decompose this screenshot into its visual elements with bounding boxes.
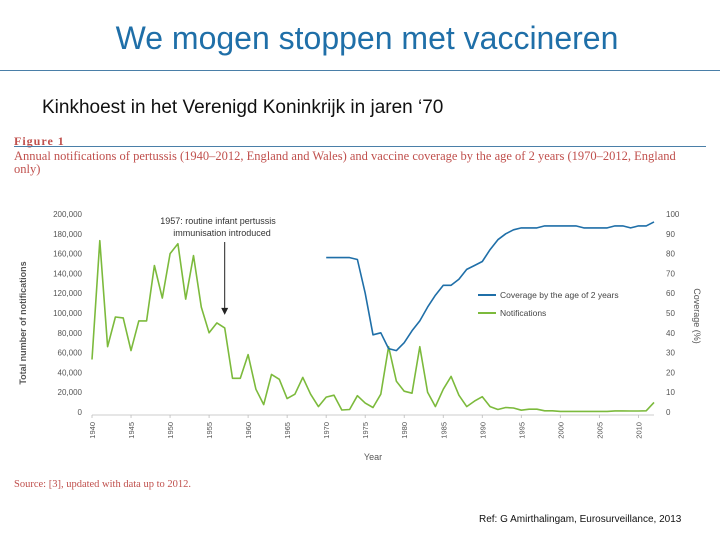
x-tick-label: 1985 xyxy=(439,422,448,439)
figure-divider xyxy=(14,146,706,147)
x-tick-label: 1940 xyxy=(88,422,97,439)
y-tick-label: 60,000 xyxy=(58,349,83,358)
y2-tick-label: 70 xyxy=(666,269,675,278)
x-tick-label: 1975 xyxy=(361,422,370,439)
y2-tick-label: 10 xyxy=(666,388,675,397)
figure-caption: Annual notifications of pertussis (1940–… xyxy=(14,149,676,176)
annotation-layer: 1957: routine infant pertussis immunisati… xyxy=(160,216,276,315)
y-tick-label: 120,000 xyxy=(53,289,82,298)
legend-layer: Coverage by the age of 2 years Notificati… xyxy=(478,290,619,318)
series-layer xyxy=(91,221,655,413)
x-tick-label: 1980 xyxy=(400,422,409,439)
y-tick-label: 180,000 xyxy=(53,230,82,239)
y-tick-label: 0 xyxy=(78,408,83,417)
y2-tick-label: 80 xyxy=(666,250,675,259)
legend-coverage-label: Coverage by the age of 2 years xyxy=(500,290,619,300)
coverage-series-line xyxy=(326,221,655,352)
y-tick-label: 80,000 xyxy=(58,329,83,338)
x-tick-label: 1995 xyxy=(517,422,526,439)
annotation-line-2: immunisation introduced xyxy=(173,228,271,238)
y-tick-label: 160,000 xyxy=(53,250,82,259)
y2-tick-label: 100 xyxy=(666,210,680,219)
y2-tick-label: 20 xyxy=(666,368,675,377)
y2-tick-label: 90 xyxy=(666,230,675,239)
y2-tick-label: 40 xyxy=(666,329,675,338)
x-tick-label: 1970 xyxy=(322,422,331,439)
axes-layer: 0 20,000 40,000 60,000 80,000 100,000 120,000 1… xyxy=(18,210,702,462)
y2-tick-label: 50 xyxy=(666,309,675,318)
slide-subtitle: Kinkhoest in het Verenigd Koninkrijk in … xyxy=(42,97,444,118)
x-tick-label: 1960 xyxy=(244,422,253,439)
x-axis-title: Year xyxy=(364,452,382,462)
figure-label: Figure 1 xyxy=(14,134,65,148)
x-tick-label: 1990 xyxy=(478,422,487,439)
title-divider xyxy=(0,70,720,71)
y-tick-label: 140,000 xyxy=(53,269,82,278)
y2-tick-label: 0 xyxy=(666,408,671,417)
x-tick-label: 1950 xyxy=(166,422,175,439)
x-tick-label: 2005 xyxy=(595,422,604,439)
y-tick-label: 100,000 xyxy=(53,309,82,318)
y-axis-title: Total number of notifications xyxy=(18,261,28,384)
y2-axis-title: Coverage (%) xyxy=(692,288,702,344)
y2-tick-label: 60 xyxy=(666,289,675,298)
x-tick-label: 1955 xyxy=(205,422,214,439)
legend-notifications-label: Notifications xyxy=(500,308,546,318)
annotation-arrow-head xyxy=(221,307,229,315)
y2-tick-label: 30 xyxy=(666,349,675,358)
y-tick-label: 200,000 xyxy=(53,210,82,219)
x-tick-label: 2010 xyxy=(634,422,643,439)
reference-note: Ref: G Amirthalingam, Eurosurveillance, … xyxy=(479,514,682,525)
y-tick-label: 40,000 xyxy=(58,368,83,377)
source-note: Source: [3], updated with data up to 201… xyxy=(14,479,192,490)
x-tick-label: 2000 xyxy=(556,422,565,439)
y-tick-label: 20,000 xyxy=(58,388,83,397)
annotation-line-1: 1957: routine infant pertussis xyxy=(160,216,276,226)
x-tick-label: 1965 xyxy=(283,422,292,439)
notifications-series-line xyxy=(91,239,655,413)
slide-title: We mogen stoppen met vaccineren xyxy=(115,20,619,56)
x-tick-label: 1945 xyxy=(127,422,136,439)
